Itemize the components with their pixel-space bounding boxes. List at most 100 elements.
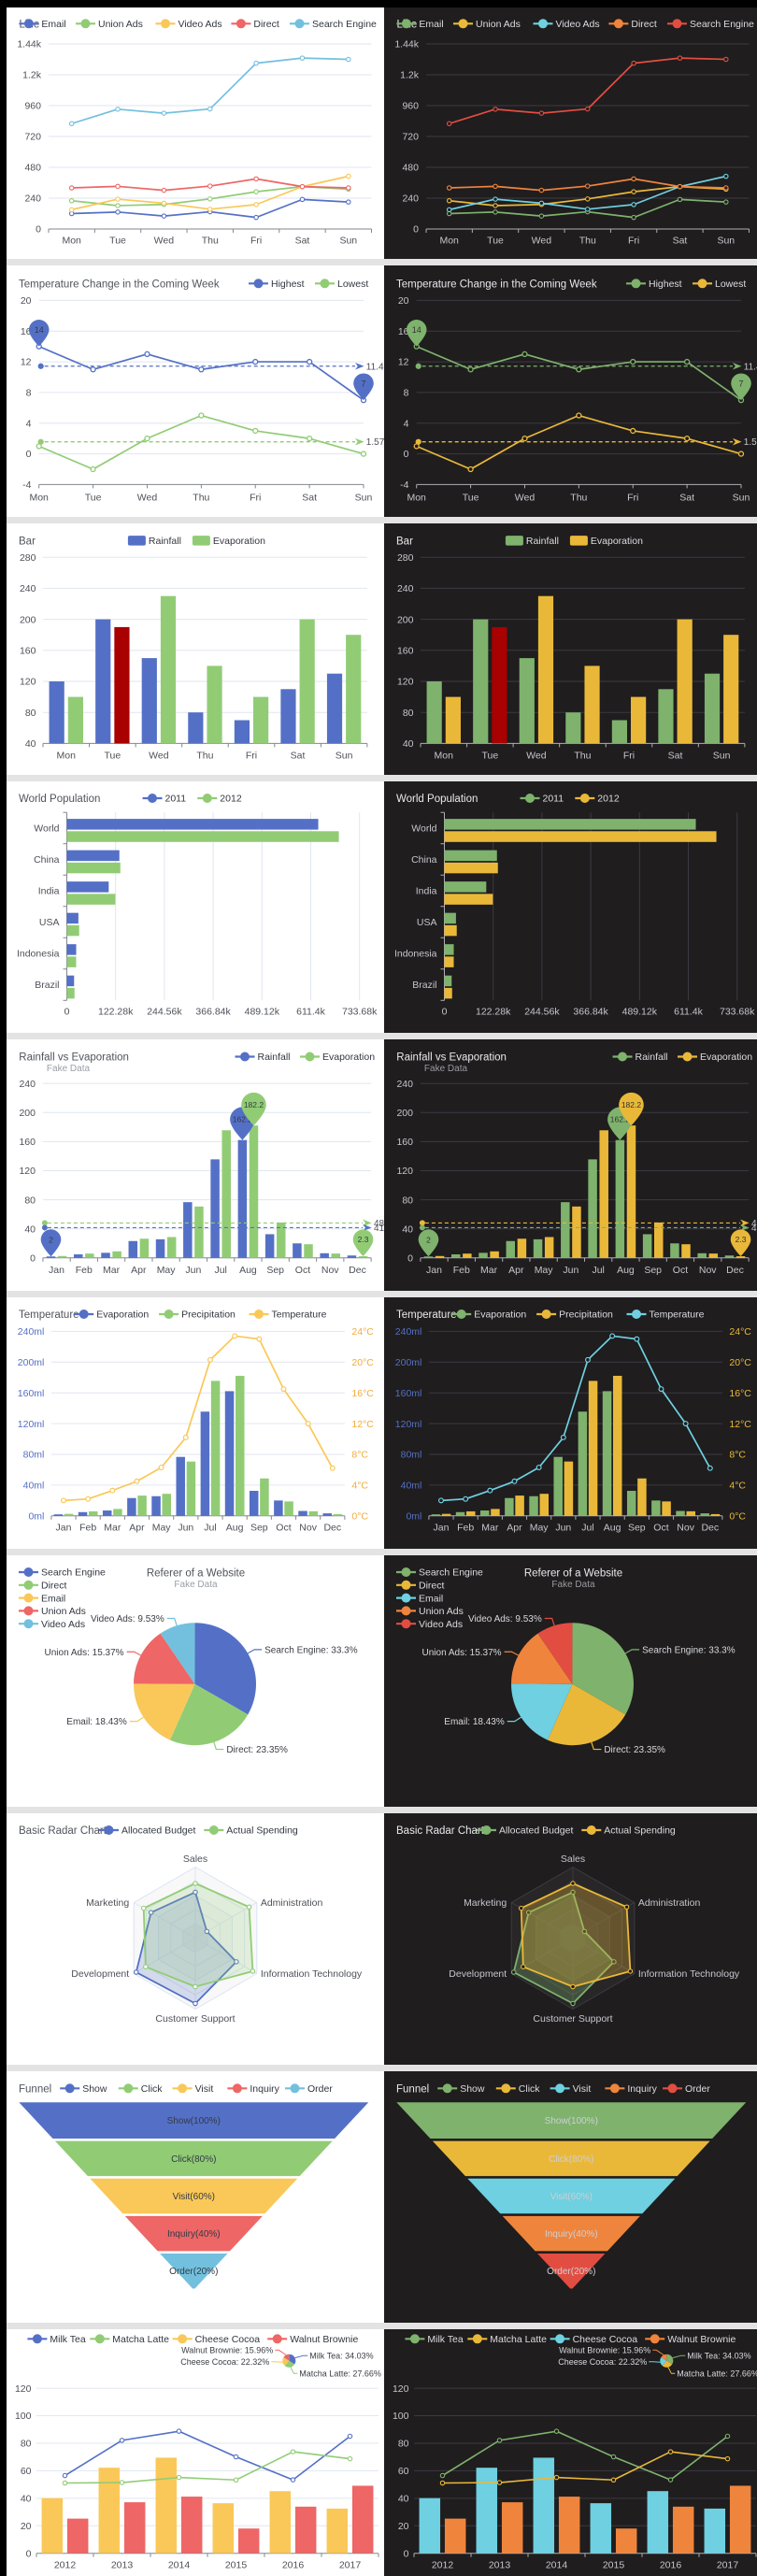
svg-text:May: May (157, 1265, 177, 1276)
svg-text:20: 20 (21, 295, 32, 307)
svg-text:160ml: 160ml (395, 1388, 422, 1399)
svg-text:May: May (530, 1523, 550, 1534)
svg-text:USA: USA (417, 917, 437, 928)
svg-text:Rainfall: Rainfall (636, 1052, 668, 1063)
svg-text:May: May (152, 1523, 172, 1534)
svg-text:240ml: 240ml (18, 1326, 45, 1338)
svg-text:Video Ads: Video Ads (179, 19, 222, 30)
svg-text:60: 60 (21, 2466, 32, 2477)
svg-text:Sep: Sep (644, 1265, 662, 1276)
svg-text:Direct: Direct (631, 19, 657, 30)
svg-text:Basic Radar Chart: Basic Radar Chart (19, 1825, 107, 1837)
svg-text:2015: 2015 (603, 2560, 625, 2571)
svg-text:Dec: Dec (323, 1523, 341, 1534)
svg-text:40: 40 (398, 2494, 409, 2505)
svg-text:200ml: 200ml (395, 1357, 422, 1368)
svg-text:Matcha Latte: 27.66%: Matcha Latte: 27.66% (299, 2368, 381, 2378)
svg-text:Jun: Jun (555, 1523, 571, 1534)
svg-text:Dec: Dec (701, 1523, 719, 1534)
svg-text:Sales: Sales (183, 1853, 207, 1865)
svg-text:Cheese Cocoa: Cheese Cocoa (573, 2334, 638, 2345)
svg-text:20°C: 20°C (351, 1357, 374, 1368)
svg-text:Mar: Mar (103, 1265, 121, 1276)
svg-text:366.84k: 366.84k (573, 1007, 608, 1018)
svg-text:Search Engine: Search Engine (690, 19, 754, 30)
svg-text:120: 120 (393, 2383, 409, 2395)
svg-text:Mon: Mon (29, 492, 49, 503)
svg-text:Order(20%): Order(20%) (169, 2267, 218, 2277)
svg-text:Tue: Tue (487, 236, 504, 247)
svg-text:40: 40 (25, 738, 36, 750)
svg-text:-4: -4 (22, 479, 31, 491)
svg-text:240ml: 240ml (395, 1326, 422, 1338)
svg-text:240: 240 (396, 1079, 413, 1090)
svg-text:0ml: 0ml (406, 1510, 421, 1522)
svg-text:Thu: Thu (196, 751, 213, 762)
svg-text:Fri: Fri (627, 492, 638, 503)
svg-text:Inquiry: Inquiry (627, 2083, 657, 2095)
svg-text:12°C: 12°C (729, 1419, 751, 1430)
svg-text:48.08: 48.08 (751, 1219, 757, 1229)
svg-text:120: 120 (19, 1166, 36, 1177)
svg-text:160ml: 160ml (18, 1388, 45, 1399)
svg-text:Temperature: Temperature (272, 1309, 327, 1321)
svg-text:2: 2 (426, 1235, 431, 1244)
svg-text:120ml: 120ml (18, 1419, 45, 1430)
svg-text:Sat: Sat (668, 751, 683, 762)
svg-text:Sun: Sun (336, 751, 353, 762)
svg-text:China: China (411, 854, 437, 866)
svg-text:40ml: 40ml (23, 1481, 45, 1492)
svg-text:Basic Radar Chart: Basic Radar Chart (396, 1825, 485, 1837)
svg-text:Video Ads: 9.53%: Video Ads: 9.53% (468, 1614, 542, 1624)
svg-text:20°C: 20°C (729, 1357, 751, 1368)
svg-text:200: 200 (397, 614, 414, 625)
svg-text:480: 480 (402, 163, 419, 174)
svg-text:80: 80 (24, 1195, 36, 1206)
svg-text:Evaporation: Evaporation (474, 1309, 526, 1321)
svg-text:24°C: 24°C (729, 1326, 751, 1338)
svg-text:Actual Spending: Actual Spending (226, 1825, 298, 1837)
svg-text:2017: 2017 (717, 2560, 739, 2571)
svg-text:1.2k: 1.2k (400, 70, 420, 81)
svg-text:Dec: Dec (349, 1265, 366, 1276)
svg-text:80: 80 (21, 2439, 32, 2450)
svg-text:Email: Email (41, 19, 65, 30)
svg-text:1.57: 1.57 (744, 437, 757, 448)
svg-text:182.2: 182.2 (621, 1100, 642, 1109)
svg-text:Direct: Direct (253, 19, 279, 30)
svg-text:Aug: Aug (617, 1265, 635, 1276)
svg-text:80: 80 (403, 708, 414, 719)
svg-text:World Population: World Population (19, 794, 100, 805)
svg-text:Show: Show (460, 2083, 485, 2095)
svg-text:Evaporation: Evaporation (700, 1052, 752, 1063)
svg-text:Bar: Bar (19, 536, 36, 547)
svg-text:11.42: 11.42 (366, 362, 384, 372)
svg-text:Brazil: Brazil (412, 980, 436, 991)
svg-text:611.4k: 611.4k (674, 1007, 703, 1018)
svg-text:16: 16 (21, 326, 32, 337)
svg-text:2012: 2012 (432, 2560, 454, 2571)
svg-text:160: 160 (19, 1137, 36, 1148)
svg-text:16°C: 16°C (351, 1388, 374, 1399)
svg-text:Wed: Wed (137, 492, 158, 503)
svg-text:World Population: World Population (396, 794, 478, 805)
svg-text:2: 2 (49, 1235, 53, 1244)
svg-text:Sun: Sun (713, 751, 731, 762)
svg-text:Sales: Sales (561, 1853, 585, 1865)
svg-text:Jan: Jan (426, 1265, 442, 1276)
svg-text:Inquiry: Inquiry (250, 2083, 279, 2095)
svg-text:160: 160 (397, 645, 414, 656)
svg-text:16: 16 (398, 326, 409, 337)
svg-text:2011: 2011 (165, 794, 187, 805)
svg-text:Allocated Budget: Allocated Budget (121, 1825, 195, 1837)
svg-text:Matcha Latte: 27.66%: Matcha Latte: 27.66% (677, 2368, 757, 2378)
svg-text:8°C: 8°C (351, 1450, 368, 1461)
svg-text:Customer Support: Customer Support (155, 2013, 235, 2025)
svg-text:Administration: Administration (261, 1897, 323, 1909)
svg-text:0: 0 (36, 224, 41, 236)
svg-text:Tue: Tue (104, 751, 121, 762)
svg-text:280: 280 (20, 552, 36, 564)
svg-text:2012: 2012 (220, 794, 242, 805)
svg-text:Jun: Jun (178, 1523, 193, 1534)
svg-text:Jan: Jan (49, 1265, 64, 1276)
